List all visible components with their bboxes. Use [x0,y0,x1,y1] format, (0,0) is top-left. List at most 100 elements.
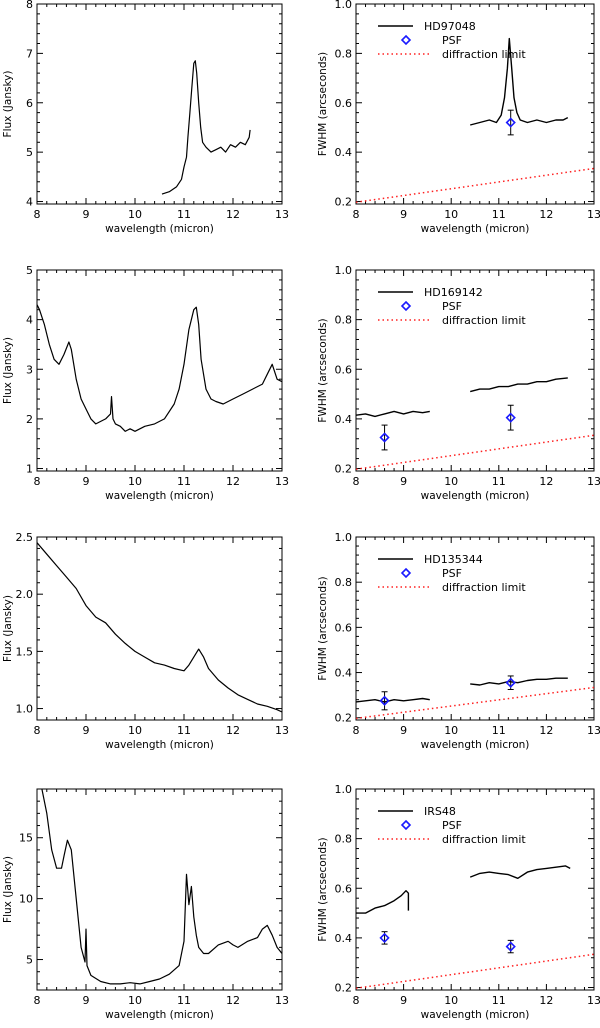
x-tick-label: 12 [539,208,553,221]
psf-point [379,432,390,443]
y-tick-label: 0.6 [335,621,353,634]
plot-frame [355,536,595,721]
x-axis-title: wavelength (micron) [105,223,214,235]
legend-psf-swatch [400,300,412,312]
y-tick-label: 0.2 [335,982,353,995]
x-tick-label: 11 [177,208,191,221]
y-axis-title: Flux (Jansky) [2,337,14,404]
plot-area [161,60,251,195]
x-tick-label: 13 [587,724,600,737]
chart-fwhm-4: 8 9 10 11 12 13 0.2 0.4 0.6 0.8 1.0 wavelength (mic… [317,783,600,1021]
y-axis-title: FWHM (arcseconds) [317,837,329,941]
fwhm-line-1 [470,37,569,126]
x-tick-label: 13 [275,475,289,488]
y-tick-label: 2 [26,413,33,426]
chart-flux-3: 8 9 10 11 12 13 1.0 1.5 2.0 2.5 wavelength (micron… [2,531,289,751]
flux-spectrum-line [41,789,282,985]
x-tick-label: 10 [444,208,458,221]
x-tick-label: 9 [400,475,407,488]
y-tick-label: 1.0 [335,783,353,796]
x-tick-label: 8 [353,994,360,1007]
x-tick-label: 11 [492,208,506,221]
x-tick-label: 10 [444,724,458,737]
y-tick-label: 0.8 [335,576,353,589]
psf-point [505,941,516,952]
y-tick-label: 0.2 [335,196,353,209]
plot-area [356,37,594,204]
x-tick-label: 8 [353,475,360,488]
fwhm-line-1 [356,410,430,418]
y-tick-label: 0.4 [335,932,353,945]
diffraction-limit-line [356,686,594,720]
y-tick-label: 1.0 [335,0,353,11]
x-axis-title: wavelength (micron) [105,490,214,502]
x-tick-label: 11 [177,475,191,488]
diffraction-limit-line [356,434,594,471]
x-tick-label: 9 [400,724,407,737]
y-tick-label: 0.2 [335,712,353,725]
x-tick-label: 13 [275,994,289,1007]
x-tick-label: 8 [34,208,41,221]
chart-flux-4: 8 9 10 11 12 13 5 10 15 wavelength (micron) Flux (… [2,788,289,1021]
y-tick-label: 5 [26,954,33,967]
x-tick-label: 9 [83,994,90,1007]
y-axis-title: FWHM (arcseconds) [317,52,329,156]
y-tick-label: 1.0 [335,264,353,277]
x-tick-label: 12 [539,724,553,737]
x-axis-title: wavelength (micron) [421,490,530,502]
x-tick-label: 13 [275,724,289,737]
y-tick-label: 4 [26,314,33,327]
plot-frame [355,269,595,472]
x-axis-title: wavelength (micron) [421,739,530,751]
fwhm-line-1 [356,890,410,914]
x-tick-label: 10 [444,994,458,1007]
y-tick-label: 0.4 [335,667,353,680]
fwhm-line-1 [356,697,430,703]
y-tick-label: 0.8 [335,314,353,327]
plot-area [356,377,594,471]
plot-frame [36,269,283,472]
y-tick-label: 1.0 [335,531,353,544]
x-tick-label: 12 [539,475,553,488]
plot-area [37,304,282,432]
psf-point [379,695,390,706]
plot-frame [36,3,283,205]
flux-spectrum-line [37,304,282,432]
x-tick-label: 13 [275,208,289,221]
plot-frame [36,788,283,991]
x-tick-label: 12 [226,994,240,1007]
y-tick-label: 1 [26,463,33,476]
y-tick-label: 4 [26,196,33,209]
legend-star-name: IRS48 [424,805,456,818]
plot-area [356,865,594,990]
x-tick-label: 12 [539,994,553,1007]
y-tick-label: 0.8 [335,833,353,846]
legend-psf-swatch [400,567,412,579]
y-tick-label: 0.6 [335,363,353,376]
fwhm-line-2 [470,677,568,686]
x-tick-label: 10 [128,208,142,221]
legend-diffraction-label: diffraction limit [442,833,526,846]
y-tick-label: 5 [26,146,33,159]
y-axis-title: Flux (Jansky) [2,856,14,923]
x-tick-label: 8 [353,724,360,737]
x-tick-label: 9 [83,475,90,488]
legend-diffraction-label: diffraction limit [442,314,526,327]
legend-star-name: HD169142 [424,286,483,299]
chart-fwhm-1: 8 9 10 11 12 13 0.2 0.4 0.6 0.8 1.0 wavelength (mic… [317,0,600,235]
plot-area [356,675,594,720]
x-tick-label: 13 [587,475,600,488]
x-tick-label: 12 [226,724,240,737]
chart-fwhm-2: 8 9 10 11 12 13 0.2 0.4 0.6 0.8 1.0 wavelength (mic… [317,264,600,502]
x-axis-title: wavelength (micron) [421,1009,530,1021]
x-tick-label: 10 [128,475,142,488]
psf-point [505,117,516,128]
plot-area [37,542,282,713]
y-tick-label: 0.6 [335,97,353,110]
legend-diffraction-label: diffraction limit [442,48,526,61]
x-tick-label: 11 [492,475,506,488]
x-tick-label: 8 [34,724,41,737]
x-axis-title: wavelength (micron) [421,223,530,235]
